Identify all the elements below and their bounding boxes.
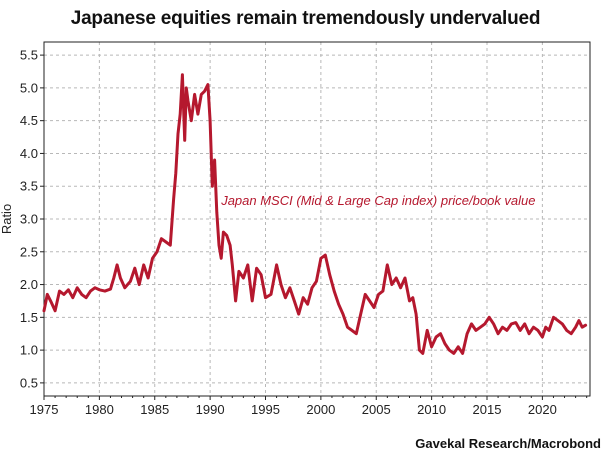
x-tick-label: 1980 bbox=[85, 402, 114, 417]
x-tick-label: 2020 bbox=[528, 402, 557, 417]
chart-title: Japanese equities remain tremendously un… bbox=[70, 8, 541, 29]
series-line-price-book bbox=[42, 73, 588, 355]
source-credit: Gavekal Research/Macrobond bbox=[415, 436, 601, 451]
y-tick-label: 1.0 bbox=[20, 343, 38, 358]
y-tick-label: 1.5 bbox=[20, 310, 38, 325]
x-tick-label: 1975 bbox=[30, 402, 59, 417]
y-tick-label: 2.0 bbox=[20, 277, 38, 292]
x-tick-label: 1985 bbox=[140, 402, 169, 417]
y-axis-label: Ratio bbox=[0, 204, 14, 234]
series-annotation: Japan MSCI (Mid & Large Cap index) price… bbox=[220, 193, 535, 208]
y-tick-label: 2.5 bbox=[20, 244, 38, 259]
y-tick-label: 5.0 bbox=[20, 80, 38, 95]
x-tick-label: 2010 bbox=[417, 402, 446, 417]
grid-lines bbox=[44, 42, 590, 396]
x-tick-label: 2000 bbox=[306, 402, 335, 417]
y-tick-label: 5.5 bbox=[20, 48, 38, 63]
x-tick-label: 1995 bbox=[251, 402, 280, 417]
x-tick-label: 2005 bbox=[362, 402, 391, 417]
y-tick-label: 3.0 bbox=[20, 212, 38, 227]
y-tick-label: 4.0 bbox=[20, 146, 38, 161]
x-tick-label: 2015 bbox=[473, 402, 502, 417]
y-tick-label: 0.5 bbox=[20, 375, 38, 390]
axis-ticks: 0.5 1.0 1.5 2.0 2.5 3.0 3.5 4.0 4.5 5.0 5.5 1975 198… bbox=[20, 48, 588, 417]
y-tick-label: 3.5 bbox=[20, 179, 38, 194]
y-tick-label: 4.5 bbox=[20, 113, 38, 128]
x-tick-label: 1990 bbox=[196, 402, 225, 417]
